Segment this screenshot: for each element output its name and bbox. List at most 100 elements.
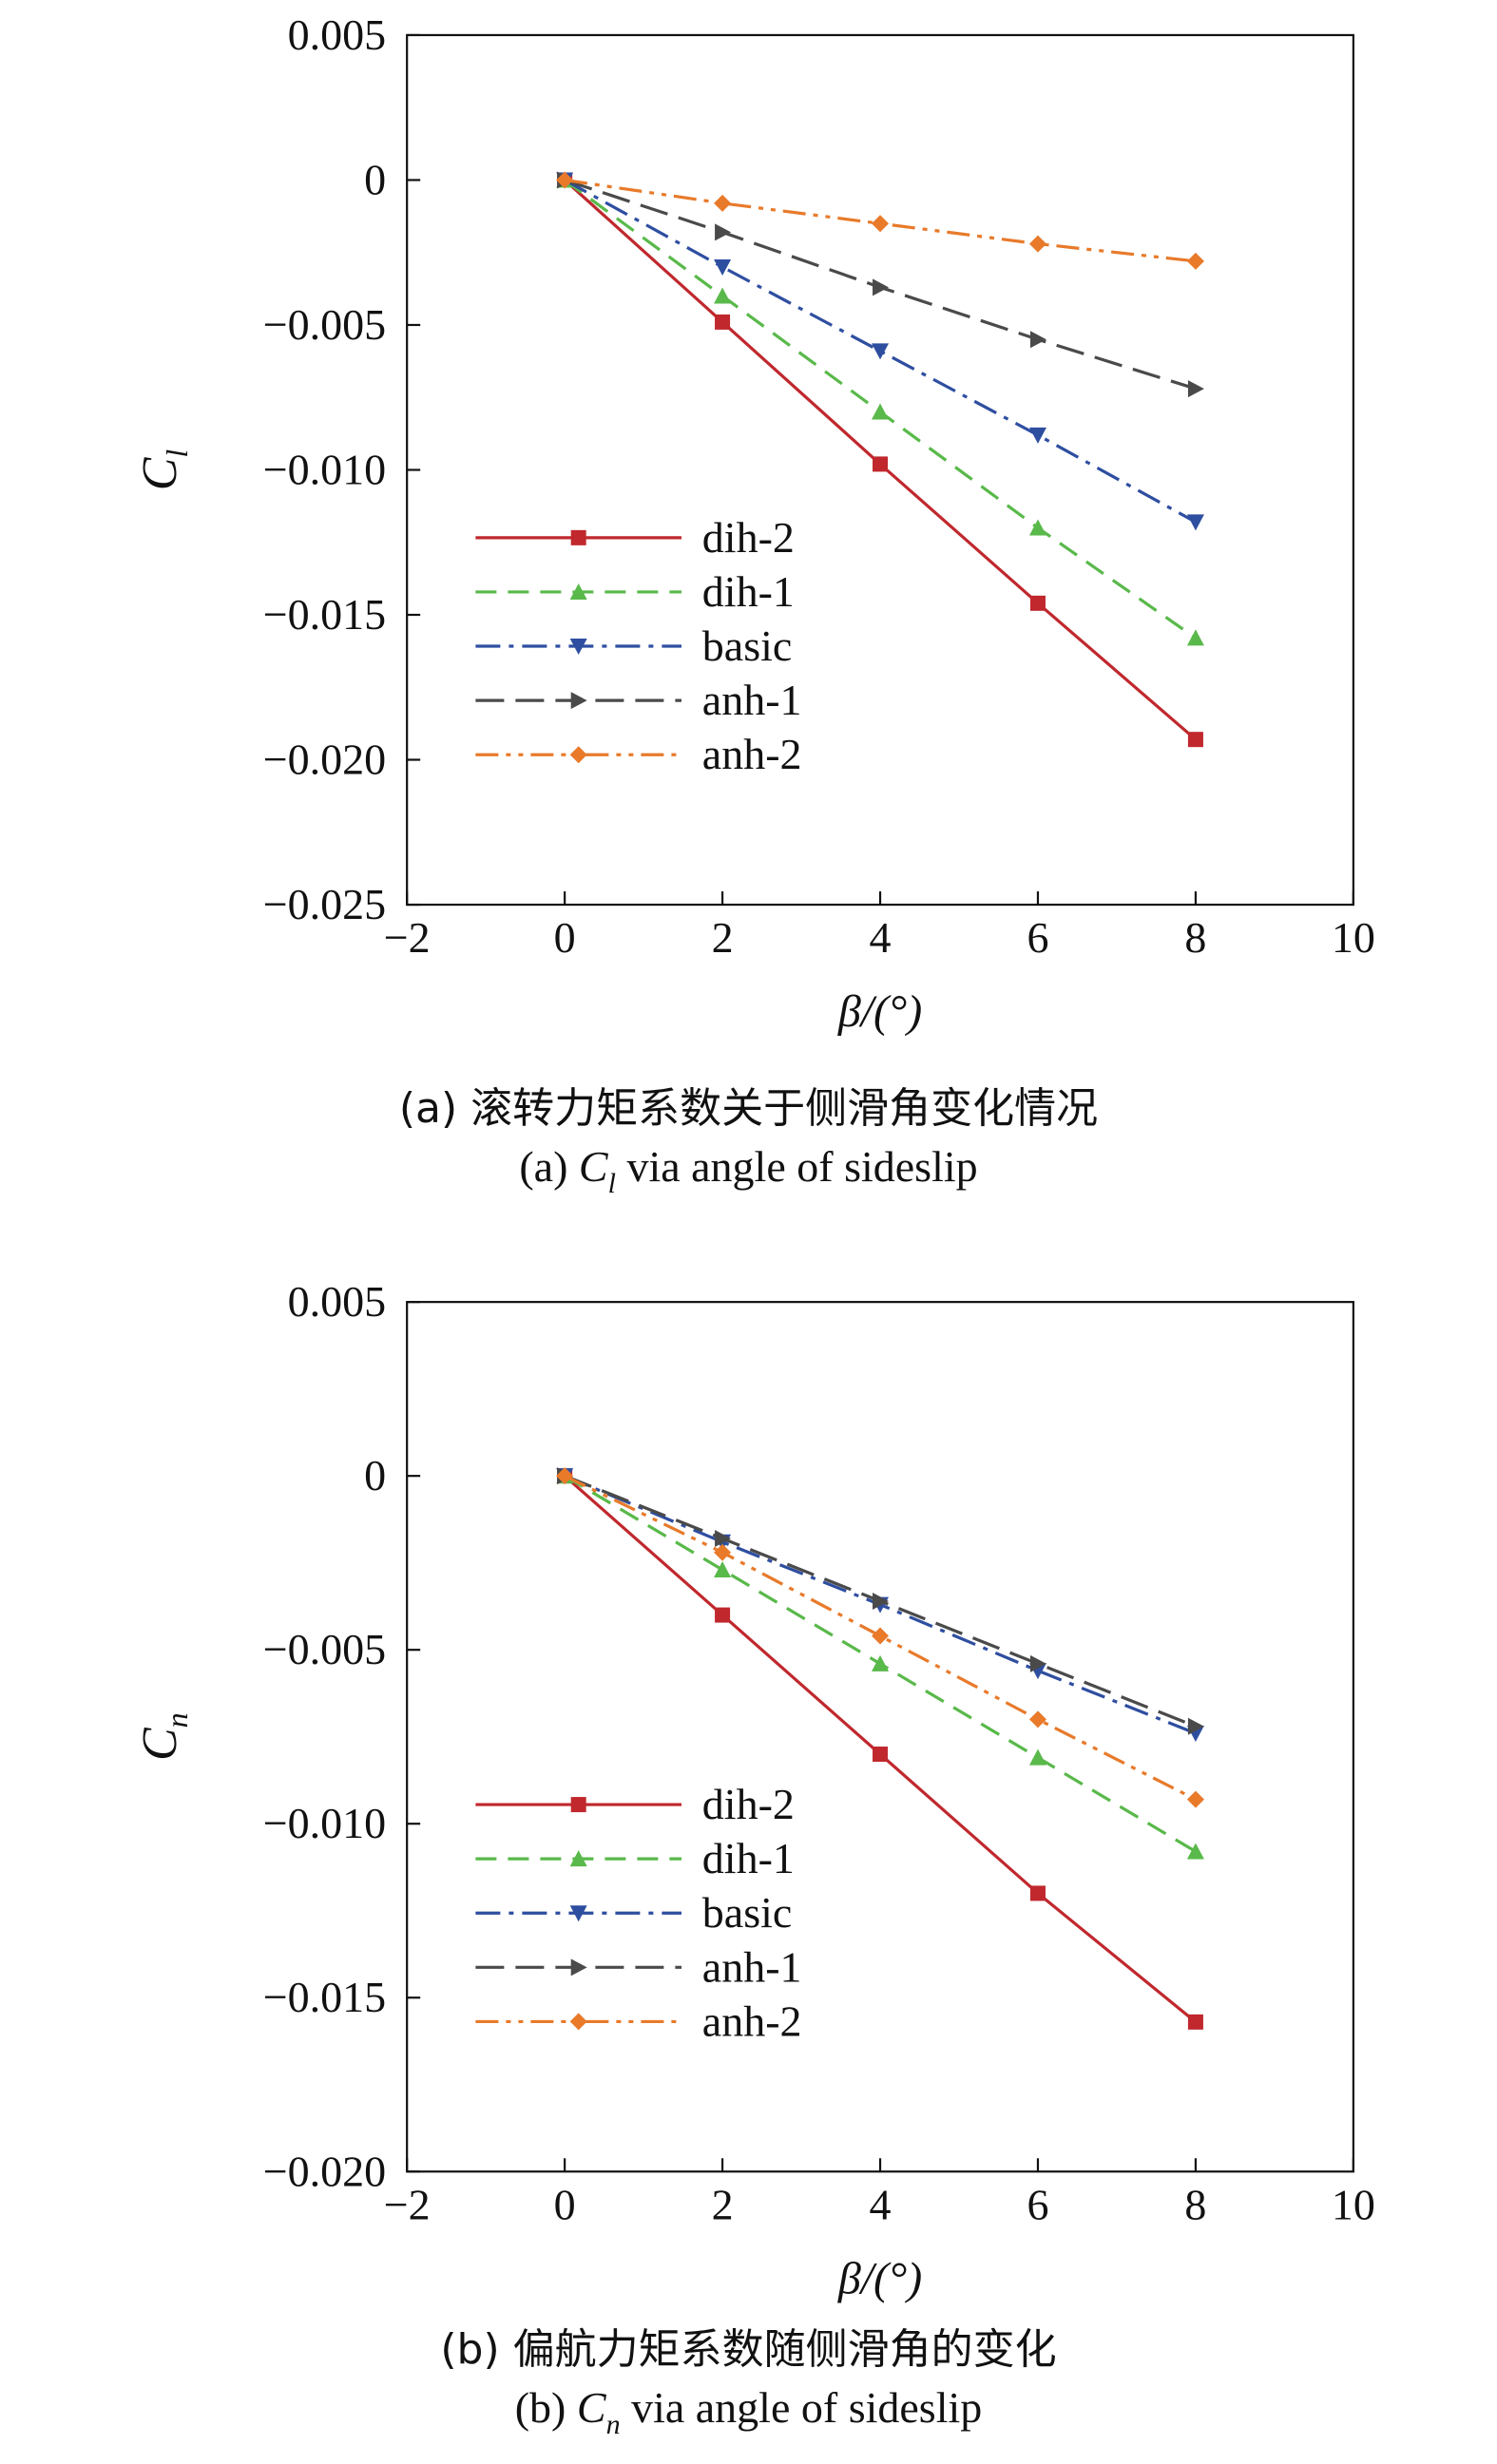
data-point-b-anh-1-1 (715, 1530, 732, 1548)
data-point-a-basic-1 (714, 258, 732, 276)
x-tick-label-a-3: 4 (870, 913, 892, 962)
figure-a: −2 0 2 4 6 8 10 0.005 0 −0.005 −0.010 −0.015 −0.020 −… (0, 10, 1497, 1211)
caption-a-cn-text: (a) 滚转力矩系数关于侧滑角变化情况 (398, 1084, 1099, 1133)
x-tick-label-b-5: 8 (1184, 2180, 1206, 2228)
legend-label-b-anh-1: anh-1 (702, 1942, 802, 1991)
y-tick-label-b-0: 0.005 (288, 1277, 387, 1326)
series-a-dih-2 (557, 172, 1203, 748)
data-point-b-dih-1-1 (714, 1561, 732, 1578)
y-axis-subscript-a: l (160, 449, 194, 458)
data-point-b-dih-1-2 (872, 1654, 890, 1671)
y-axis-symbol-b: C (133, 1727, 187, 1761)
x-axis-label-b: β/(°) (837, 2253, 922, 2303)
legend-label-b-dih-1: dih-1 (702, 1834, 795, 1882)
data-point-b-anh-1-3 (1029, 1654, 1046, 1672)
data-point-a-dih-1-3 (1028, 519, 1046, 536)
legend-label-b-dih-2: dih-2 (702, 1780, 795, 1828)
caption-b-prefix: (b) (514, 2383, 577, 2432)
legend-label-b-basic: basic (702, 1888, 793, 1937)
legend-label-a-dih-2: dih-2 (702, 513, 795, 562)
plot-area-b: −2 0 2 4 6 8 10 0.005 0 −0.005 −0.010 −0.015 −0.020 β… (133, 1277, 1375, 2303)
caption-a-suffix: via angle of sideslip (615, 1142, 978, 1191)
caption-b-english: (b) Cn via angle of sideslip (0, 2381, 1497, 2452)
data-point-a-basic-4 (1186, 514, 1204, 531)
data-point-a-dih-2-1 (715, 314, 731, 330)
series-b-dih-1 (556, 1467, 1204, 1860)
data-point-b-anh-2-0 (556, 1467, 574, 1485)
caption-a-chinese: (a) 滚转力矩系数关于侧滑角变化情况 (0, 1081, 1497, 1136)
y-tick-label-a-4: −0.015 (263, 590, 386, 639)
x-tick-label-a-5: 8 (1184, 913, 1206, 962)
caption-a-subscript: l (607, 1168, 616, 1199)
x-tick-label-b-1: 0 (554, 2180, 576, 2228)
y-tick-label-b-5: −0.020 (263, 2147, 386, 2195)
data-point-a-anh-2-2 (872, 215, 890, 233)
series-b-anh-2 (556, 1467, 1204, 1808)
x-axis-label-a: β/(°) (837, 986, 922, 1037)
data-point-a-dih-1-2 (872, 403, 890, 420)
data-point-a-anh-2-0 (556, 171, 574, 189)
x-tick-label-a-1: 0 (554, 913, 576, 962)
x-tick-label-b-3: 4 (870, 2180, 892, 2228)
data-point-b-anh-2-4 (1186, 1790, 1204, 1808)
legend-label-b-anh-2: anh-2 (702, 1996, 802, 2045)
y-tick-label-b-2: −0.005 (263, 1625, 386, 1673)
data-point-a-anh-2-3 (1028, 235, 1046, 253)
data-point-a-anh-1-4 (1187, 380, 1204, 398)
legend-marker-a-basic (569, 639, 587, 656)
data-point-b-dih-1-4 (1186, 1843, 1204, 1860)
data-point-a-anh-1-2 (873, 278, 890, 296)
y-tick-label-a-5: −0.020 (263, 735, 386, 784)
y-axis-symbol-a: C (133, 456, 187, 490)
data-point-b-dih-2-3 (1029, 1885, 1046, 1901)
data-point-a-dih-2-3 (1029, 595, 1046, 611)
y-tick-label-b-3: −0.010 (263, 1799, 386, 1847)
legend-label-a-dih-1: dih-1 (702, 567, 795, 616)
data-point-b-anh-2-1 (714, 1543, 732, 1561)
data-point-a-anh-1-3 (1029, 331, 1046, 349)
data-point-a-basic-3 (1028, 427, 1046, 444)
data-point-a-anh-2-4 (1186, 252, 1204, 270)
legend-marker-b-anh-2 (569, 2013, 587, 2031)
data-point-b-anh-2-2 (872, 1627, 890, 1645)
y-tick-label-a-0: 0.005 (288, 10, 387, 59)
legend-label-a-anh-1: anh-1 (702, 676, 802, 724)
y-tick-label-a-1: 0 (364, 155, 386, 203)
legend-b: dih-2 dih-1 basic anh-1 anh-2 (475, 1780, 802, 2045)
caption-a-prefix: (a) (519, 1142, 579, 1191)
series-a-anh-2 (556, 171, 1204, 270)
x-tick-label-a-0: −2 (384, 913, 431, 962)
x-tick-label-b-0: −2 (384, 2180, 431, 2228)
data-point-a-anh-2-1 (714, 194, 732, 212)
data-point-b-anh-1-2 (873, 1592, 890, 1610)
y-tick-label-b-4: −0.015 (263, 1973, 386, 2021)
data-point-a-anh-1-1 (715, 223, 732, 241)
y-axis-label-b: Cn (133, 1712, 194, 1761)
legend-marker-a-dih-1 (569, 583, 587, 600)
data-point-a-dih-2-4 (1187, 732, 1203, 748)
legend-a: dih-2 dih-1 basic anh-1 anh-2 (475, 513, 802, 778)
x-tick-label-b-4: 6 (1027, 2180, 1048, 2228)
data-point-a-basic-2 (872, 343, 890, 360)
figure-b: −2 0 2 4 6 8 10 0.005 0 −0.005 −0.010 −0.015 −0.020 β… (0, 1232, 1497, 2464)
plot-area-a: −2 0 2 4 6 8 10 0.005 0 −0.005 −0.010 −0.015 −0.020 −… (133, 10, 1375, 1037)
data-point-b-dih-2-4 (1187, 2014, 1203, 2030)
y-tick-label-b-1: 0 (364, 1451, 386, 1499)
data-point-a-dih-1-4 (1186, 629, 1204, 646)
legend-label-a-anh-2: anh-2 (702, 730, 802, 778)
y-axis-subscript-b: n (160, 1712, 194, 1728)
legend-marker-a-dih-2 (570, 529, 586, 545)
x-tick-label-a-2: 2 (712, 913, 734, 962)
series-b-anh-1 (557, 1467, 1204, 1735)
legend-marker-a-anh-2 (569, 746, 587, 764)
caption-a-english: (a) Cl via angle of sideslip (0, 1140, 1497, 1211)
legend-marker-b-basic (569, 1905, 587, 1922)
y-tick-label-a-3: −0.010 (263, 445, 386, 493)
series-line-b-anh-2 (564, 1474, 1197, 1802)
y-tick-label-a-2: −0.005 (263, 300, 386, 349)
x-tick-label-a-6: 10 (1332, 913, 1375, 962)
data-point-b-dih-1-3 (1028, 1748, 1046, 1766)
legend-marker-b-dih-2 (570, 1797, 586, 1813)
legend-label-a-basic: basic (702, 621, 793, 670)
data-point-b-anh-2-3 (1028, 1710, 1046, 1729)
